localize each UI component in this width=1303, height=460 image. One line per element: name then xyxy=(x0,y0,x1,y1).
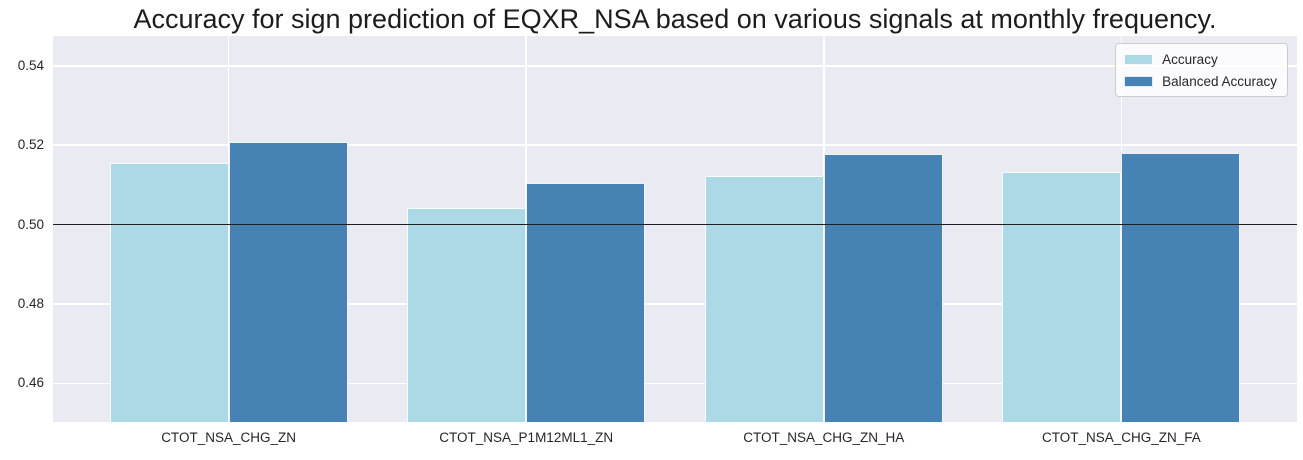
chart-title: Accuracy for sign prediction of EQXR_NSA… xyxy=(133,4,1217,34)
bar-accuracy xyxy=(704,175,824,422)
legend-swatch-balanced-accuracy xyxy=(1124,75,1154,87)
bar-balanced-accuracy xyxy=(228,142,348,422)
y-tick-label: 0.48 xyxy=(17,296,44,312)
x-tick-label: CTOT_NSA_CHG_ZN xyxy=(161,430,296,445)
bar-balanced-accuracy xyxy=(1121,152,1241,422)
gridline-horizontal xyxy=(53,65,1297,67)
bar-accuracy xyxy=(407,208,527,422)
bar-balanced-accuracy xyxy=(823,153,943,422)
y-tick-label: 0.50 xyxy=(17,216,44,232)
legend-swatch-accuracy xyxy=(1124,53,1154,65)
legend-label-accuracy: Accuracy xyxy=(1162,51,1218,67)
y-tick-label: 0.52 xyxy=(17,137,44,153)
gridline-horizontal xyxy=(53,382,1297,385)
legend-item-accuracy: Accuracy xyxy=(1124,50,1277,68)
gridline-horizontal xyxy=(53,144,1297,146)
legend-item-balanced-accuracy: Balanced Accuracy xyxy=(1124,72,1277,90)
y-tick-label: 0.54 xyxy=(17,57,44,73)
plot-area xyxy=(53,36,1297,422)
x-tick-label: CTOT_NSA_CHG_ZN_HA xyxy=(743,430,905,445)
y-tick-label: 0.46 xyxy=(17,375,44,391)
bar-accuracy xyxy=(109,163,229,422)
x-tick-label: CTOT_NSA_CHG_ZN_FA xyxy=(1042,430,1201,445)
legend-label-balanced-accuracy: Balanced Accuracy xyxy=(1162,73,1277,89)
x-tick-label: CTOT_NSA_P1M12ML1_ZN xyxy=(439,430,614,445)
legend: Accuracy Balanced Accuracy xyxy=(1115,43,1288,97)
bar-balanced-accuracy xyxy=(526,182,646,422)
gridline-horizontal xyxy=(53,303,1297,305)
bar-accuracy xyxy=(1002,171,1122,422)
reference-line xyxy=(53,223,1297,226)
